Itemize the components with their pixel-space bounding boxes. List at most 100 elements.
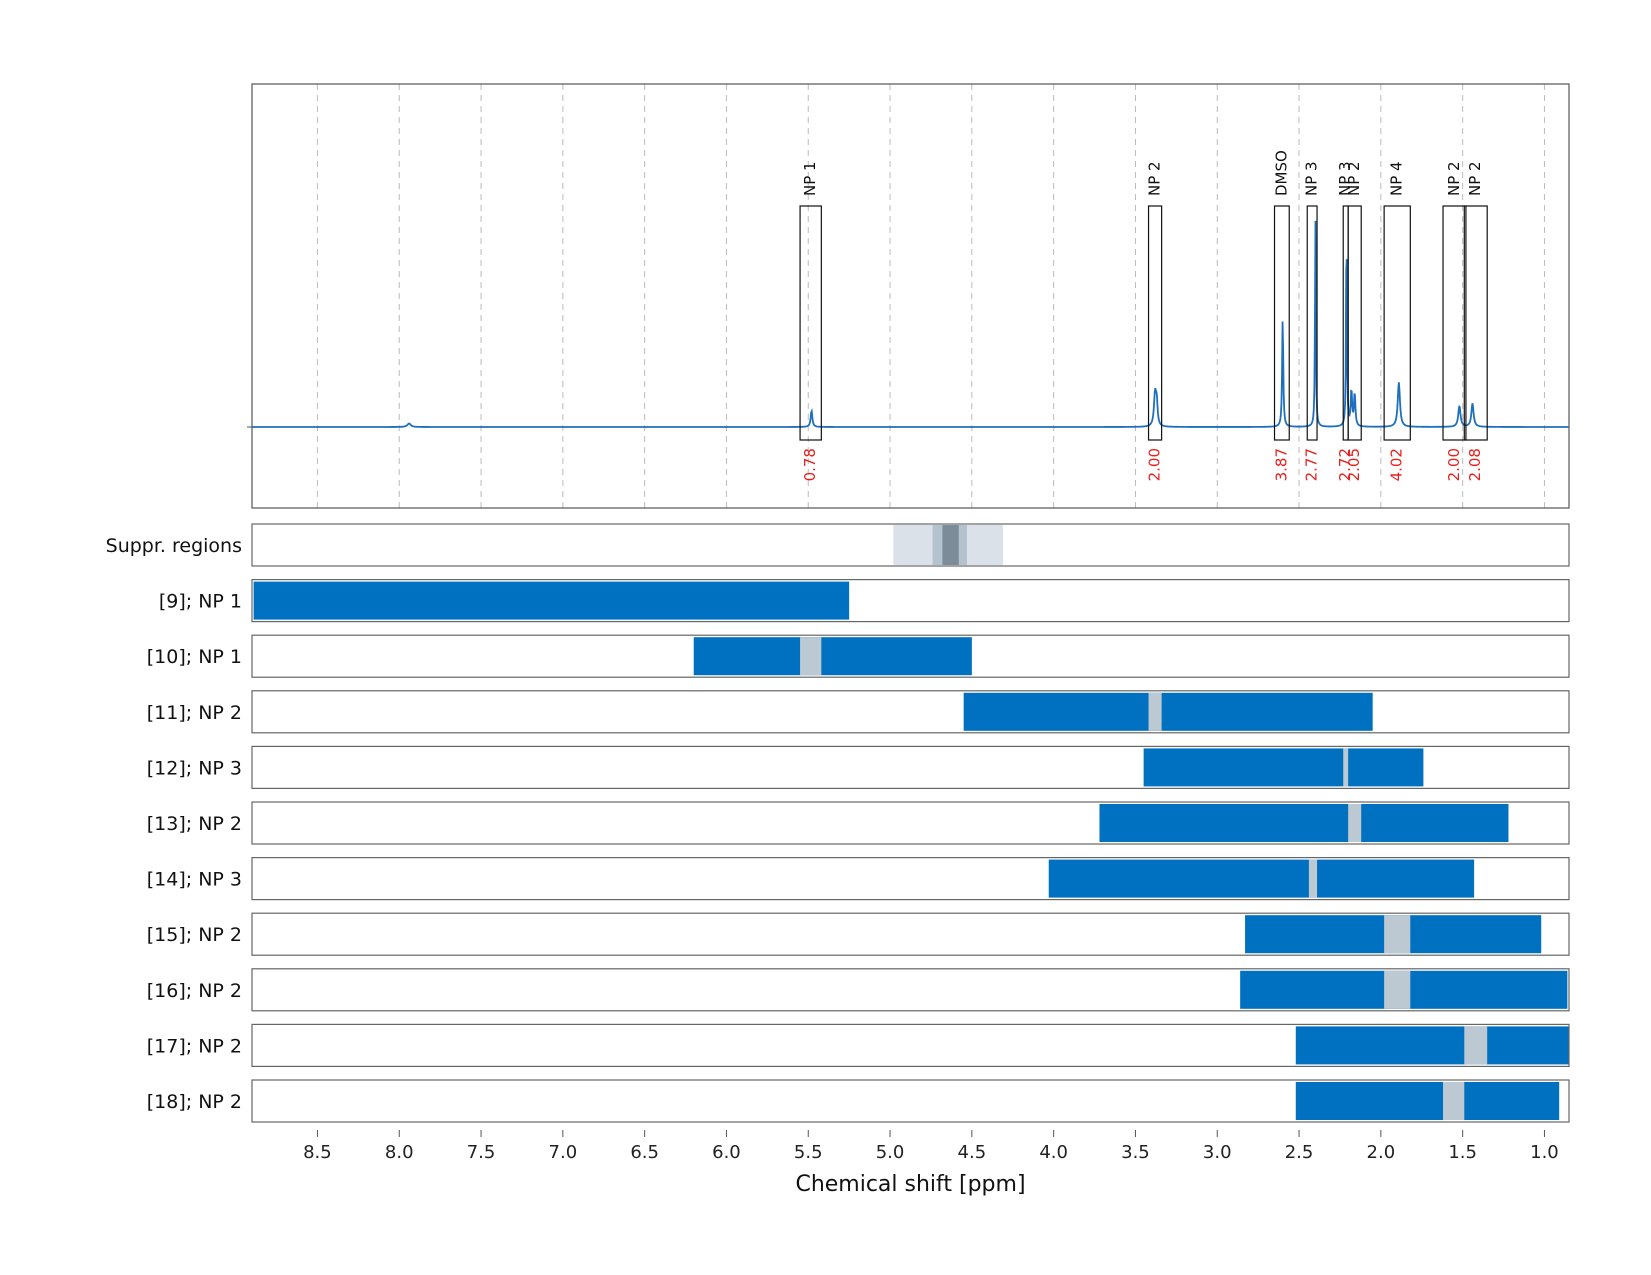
integral-label: 0.78: [801, 448, 819, 481]
row-frame: [251, 968, 1570, 1012]
range-row: [15]; NP 2: [147, 912, 1570, 956]
annotation-box: [1347, 205, 1362, 441]
peak-annotation: NP 2 2.00: [1146, 161, 1164, 481]
row-frame: [251, 745, 1570, 790]
row-label: [13]; NP 2: [147, 813, 242, 835]
peak-annotation: NP 2 2.05: [1345, 161, 1363, 481]
annotation-box: [1306, 205, 1318, 441]
row-label: [10]; NP 1: [147, 646, 242, 668]
range-row: [11]; NP 2: [147, 690, 1570, 734]
peak-label: DMSO: [1272, 150, 1290, 196]
x-tick-label: 2.0: [1367, 1142, 1396, 1163]
suppression-region: [942, 525, 959, 565]
row-label: Suppr. regions: [106, 535, 242, 557]
peak-label: NP 2: [1466, 161, 1484, 196]
range-bar: [1099, 804, 1509, 842]
row-label: [12]; NP 3: [147, 757, 242, 779]
range-gap: [1148, 692, 1162, 731]
x-tick-label: 6.5: [630, 1142, 659, 1163]
range-row: [9]; NP 1: [159, 578, 1570, 623]
range-bar: [1048, 859, 1475, 898]
peak-annotation: NP 2 2.00: [1442, 161, 1467, 481]
row-label: [17]; NP 2: [147, 1035, 242, 1057]
range-gap: [1384, 915, 1411, 954]
range-row: [18]; NP 2: [147, 1079, 1570, 1123]
range-gap: [800, 637, 822, 676]
row-frame: [251, 1079, 1570, 1123]
row-label: [18]; NP 2: [147, 1091, 242, 1113]
x-tick-label: 4.0: [1039, 1142, 1068, 1163]
integral-label: 2.05: [1345, 448, 1363, 481]
suppression-row: Suppr. regions: [106, 523, 1570, 567]
annotation-box: [1273, 205, 1290, 441]
peak-annotation: NP 2 2.08: [1463, 161, 1488, 481]
grid-lines: [316, 84, 1545, 508]
range-bar: [253, 581, 850, 620]
range-row: [14]; NP 3: [147, 856, 1570, 901]
row-frame: [251, 690, 1570, 734]
range-gap: [1443, 1082, 1465, 1120]
x-tick-label: 5.5: [794, 1142, 823, 1163]
range-row: [16]; NP 2: [147, 968, 1570, 1012]
row-frame: [251, 912, 1570, 956]
range-gap: [1343, 748, 1349, 787]
peak-annotation: NP 1 0.78: [799, 161, 822, 481]
x-tick-label: 3.0: [1203, 1142, 1232, 1163]
integral-label: 4.02: [1388, 448, 1406, 481]
row-label: [15]; NP 2: [147, 924, 242, 946]
x-tick-label: 5.0: [876, 1142, 905, 1163]
annotation-box: [1383, 205, 1411, 441]
peak-label: NP 3: [1336, 161, 1354, 196]
peak-label: NP 2: [1146, 161, 1164, 196]
range-gap: [1308, 859, 1318, 898]
x-tick-label: 1.0: [1530, 1142, 1559, 1163]
row-frame: [251, 801, 1570, 845]
peak-label: NP 1: [801, 161, 819, 196]
range-bar: [1295, 1082, 1560, 1120]
x-axis-title: Chemical shift [ppm]: [795, 1172, 1025, 1197]
row-frame: [251, 578, 1570, 623]
range-bar: [1295, 1026, 1569, 1065]
x-tick-label: 7.5: [467, 1142, 496, 1163]
x-tick-label: 6.0: [712, 1142, 741, 1163]
x-tick-label: 8.5: [303, 1142, 332, 1163]
range-rows: Suppr. regions [9]; NP 1 [10]; NP 1 [11]; N…: [106, 523, 1570, 1123]
peak-label: NP 4: [1388, 161, 1406, 196]
peak-annotation: NP 3 2.77: [1303, 161, 1321, 481]
row-frame: [251, 523, 1570, 567]
range-row: [10]; NP 1: [147, 634, 1570, 678]
integral-label: 2.77: [1303, 448, 1321, 481]
row-frame: [251, 634, 1570, 678]
x-tick-label: 3.5: [1121, 1142, 1150, 1163]
x-tick-label: 8.0: [385, 1142, 414, 1163]
row-frame: [251, 1023, 1570, 1068]
x-tick-label: 4.5: [958, 1142, 987, 1163]
spectrum-line: [252, 220, 1569, 428]
range-bar: [963, 692, 1373, 731]
x-tick-label: 7.0: [549, 1142, 578, 1163]
integral-label: 3.87: [1272, 448, 1290, 481]
range-gap: [1464, 1026, 1488, 1065]
row-label: [11]; NP 2: [147, 702, 242, 724]
integral-label: 2.72: [1336, 448, 1354, 481]
range-bar: [693, 637, 972, 676]
spectrum-frame: [251, 83, 1570, 509]
annotation-box: [1147, 205, 1163, 441]
range-gap: [1348, 804, 1362, 842]
spectrum-panel: NP 1 0.78 NP 2 2.00 DMSO 3.87 NP 3 2.77 NP 3 2.72…: [247, 83, 1570, 509]
x-axis: 8.5 8.0 7.5 7.0 6.5 6.0 5.5 5.0 4.5 4.0 3.5 3.0 2.5 2…: [303, 1130, 1559, 1163]
range-row: [12]; NP 3: [147, 745, 1570, 790]
annotation-box: [799, 205, 822, 441]
range-row: [13]; NP 2: [147, 801, 1570, 845]
x-tick-label: 2.5: [1285, 1142, 1314, 1163]
row-label: [16]; NP 2: [147, 980, 242, 1002]
peak-annotation: DMSO 3.87: [1272, 150, 1290, 481]
annotation-box: [1442, 205, 1467, 441]
peak-label: NP 3: [1303, 161, 1321, 196]
row-label: [14]; NP 3: [147, 869, 242, 891]
peak-label: NP 2: [1345, 161, 1363, 196]
range-gap: [1384, 970, 1411, 1009]
range-bar: [1143, 748, 1424, 787]
annotation-box: [1463, 205, 1488, 441]
